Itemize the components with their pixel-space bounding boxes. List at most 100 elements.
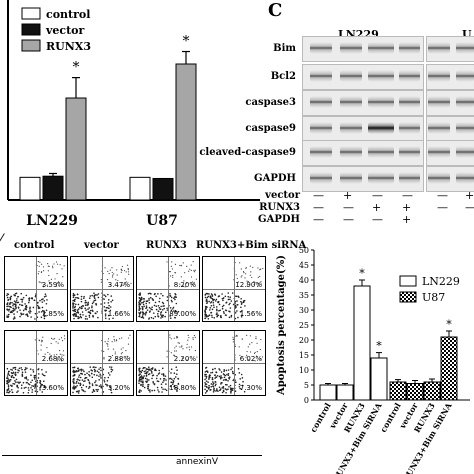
chart-b-y-tick-label: 30: [299, 306, 309, 315]
chart-a-bar-ln229-control: [19, 176, 41, 201]
chart-b-bar-ln229-2: [353, 285, 371, 401]
chart-a-category-label-ln229: LN229: [26, 213, 78, 229]
treatment-mark: —: [313, 213, 324, 226]
flow-upper-right-percent: 3.59%: [41, 281, 64, 289]
chart-a-plot: control vector RUNX3 * LN229 * U87: [7, 0, 260, 229]
blot-row-label-bim: Bim: [273, 43, 296, 54]
blot-band: [456, 172, 474, 184]
blot-band: [368, 122, 394, 134]
chart-b-bar-u87-1: [406, 383, 424, 401]
blot-band: [310, 146, 332, 158]
chart-a-legend-swatch-vector: [21, 23, 41, 36]
apoptosis-percentage-chart: 0 5 10 15 20 25 30 35 40 45 50 Apoptosis percentage…: [276, 246, 470, 474]
blot-band: [428, 70, 450, 82]
chart-a-significance-star: *: [73, 60, 80, 76]
chart-b-legend-label-ln229: LN229: [422, 275, 460, 288]
treatment-mark: +: [402, 213, 412, 226]
chart-b-y-tick-label: 10: [299, 366, 309, 375]
blot-row-label-caspase9: caspase9: [245, 123, 296, 134]
blot-band: [340, 172, 362, 184]
treatment-mark: +: [343, 189, 353, 202]
flow-gate-horizontal: [137, 363, 199, 364]
flow-bottom-line: [2, 455, 262, 456]
chart-a-legend-swatch-runx3: [21, 39, 41, 52]
flow-gate-horizontal: [137, 289, 199, 290]
flow-upper-right-percent: 2.20%: [173, 355, 196, 363]
blot-band: [340, 122, 362, 134]
chart-a-legend-swatch-control: [21, 7, 41, 20]
chart-a-bar-u87-runx3: [175, 63, 197, 201]
flow-lower-right-percent: 3.60%: [41, 384, 64, 392]
chart-a-legend-label-control: control: [46, 8, 90, 21]
chart-b-ylabel: Apoptosis percentage(%): [276, 255, 287, 396]
treatment-mark: —: [402, 189, 413, 202]
flow-xlabel: annexinV: [176, 457, 218, 467]
flow-dot-plot: 3.59% 1.85%: [4, 256, 68, 322]
chart-a-bar-u87-control: [129, 176, 151, 201]
treatment-mark: +: [465, 189, 474, 202]
flow-dot-cloud: [204, 334, 264, 394]
flow-gate-horizontal: [5, 363, 67, 364]
flow-dot-cloud: [204, 261, 264, 320]
flow-dot-cloud: [6, 335, 66, 394]
flow-dot-plot: 2.68% 3.60%: [4, 330, 68, 396]
flow-lower-right-percent: 89.00%: [169, 310, 196, 318]
blot-band: [310, 96, 332, 108]
flow-column-title: RUNX3: [146, 240, 187, 251]
chart-a-category-label-u87: U87: [146, 213, 178, 229]
blot-band: [399, 96, 420, 108]
blot-row-label-bcl2: Bcl2: [270, 71, 296, 82]
treatment-mark: —: [343, 213, 354, 226]
chart-b-y-tick-label: 15: [299, 351, 309, 360]
chart-b-significance-star: *: [376, 340, 382, 353]
chart-b-y-tick-label: 45: [299, 261, 309, 270]
blot-band: [310, 172, 332, 184]
flow-dot-plot: 6.02% 7.30%: [202, 330, 266, 396]
blot-band: [456, 96, 474, 108]
blot-band: [368, 70, 394, 82]
flow-gate-horizontal: [203, 289, 265, 290]
flow-gate-horizontal: [203, 363, 265, 364]
panel-c-letter: C: [268, 0, 283, 21]
treatment-mark: —: [313, 201, 324, 214]
chart-b-legend-swatch-ln229: [399, 275, 417, 287]
blot-band: [368, 96, 394, 108]
treatment-mark: —: [437, 189, 448, 202]
flow-upper-right-percent: 6.02%: [239, 355, 262, 363]
blot-band: [456, 42, 474, 54]
blot-band: [456, 70, 474, 82]
flow-column-title: RUNX3+Bim siRNA: [196, 240, 307, 251]
treatment-mark: —: [465, 201, 474, 214]
blot-band: [340, 42, 362, 54]
chart-b-bar-u87-3: [440, 336, 458, 401]
chart-b-y-tick-label: 35: [299, 291, 309, 300]
chart-b-y-tick-label: 50: [299, 246, 309, 255]
blot-band: [368, 146, 394, 158]
blot-band: [310, 122, 332, 134]
treatment-mark: —: [343, 201, 354, 214]
treatment-label-runx3: RUNX3: [259, 202, 300, 213]
chart-b-bar-u87-2: [423, 381, 441, 401]
treatment-label-gapdh: GAPDH: [258, 214, 300, 225]
blot-band: [428, 122, 450, 134]
panel-d-letter-fragment: ⁄: [0, 232, 3, 248]
blot-band: [456, 146, 474, 158]
chart-b-legend-swatch-u87: [399, 291, 417, 303]
blot-band: [310, 42, 332, 54]
chart-a-bar-ln229-vector: [42, 175, 64, 201]
flow-dot-plot: 3.47% 1.66%: [70, 256, 134, 322]
flow-upper-right-percent: 3.47%: [107, 281, 130, 289]
chart-b-y-tick-label: 5: [304, 381, 309, 390]
chart-b-significance-star: *: [446, 318, 452, 331]
flow-gate-horizontal: [71, 363, 133, 364]
blot-band: [399, 70, 420, 82]
blot-band: [399, 42, 420, 54]
blot-band: [340, 146, 362, 158]
flow-dot-plot: 8.20% 89.00%: [136, 256, 200, 322]
treatment-mark: —: [437, 201, 448, 214]
chart-b-category-label: control: [308, 401, 333, 434]
chart-a-significance-star: *: [183, 34, 190, 50]
blot-band: [310, 70, 332, 82]
treatment-mark: —: [372, 189, 383, 202]
flow-upper-right-percent: 2.68%: [41, 355, 64, 363]
